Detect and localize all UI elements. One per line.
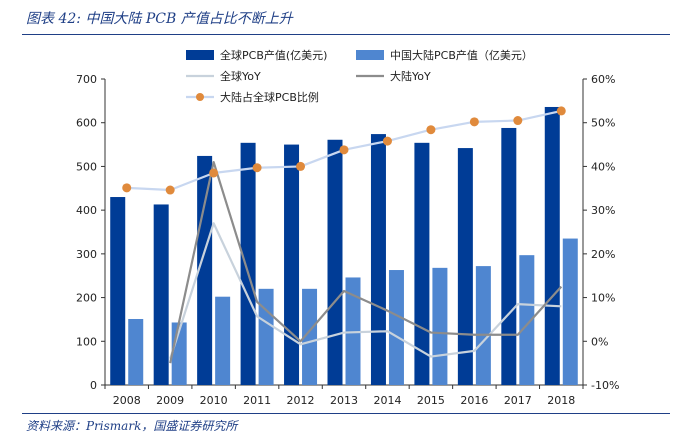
bar-global-2017 — [501, 127, 517, 386]
y-right-tick-label: 0% — [591, 335, 608, 348]
y-right-tick-label: 30% — [591, 204, 615, 217]
y-left-tick-label: 200 — [76, 292, 97, 305]
share-marker-2015 — [426, 125, 436, 135]
share-marker-2012 — [296, 161, 306, 171]
bar-china-2018 — [562, 238, 578, 385]
figure-title: 图表 42: 中国大陆 PCB 产值占比不断上升 — [26, 11, 293, 27]
source-rule — [22, 413, 670, 414]
legend-item-1-label: 中国大陆PCB产值（亿美元） — [390, 48, 533, 62]
y-right-tick-label: -10% — [591, 379, 619, 392]
y-left-tick-label: 700 — [76, 73, 97, 86]
x-tick-label: 2013 — [330, 394, 358, 407]
y-left-tick-label: 100 — [76, 335, 97, 348]
share-marker-2016 — [469, 117, 479, 127]
share-marker-2010 — [209, 168, 219, 178]
bar-global-2013 — [327, 139, 343, 385]
bar-global-2010 — [197, 155, 213, 385]
bar-global-2011 — [240, 142, 256, 385]
title-rule — [22, 34, 670, 35]
share-marker-2008 — [122, 183, 132, 193]
y-left-tick-label: 0 — [90, 379, 97, 392]
bar-global-2015 — [414, 142, 430, 385]
bar-global-2009 — [153, 204, 169, 385]
x-tick-label: 2010 — [200, 394, 228, 407]
bar-global-2012 — [284, 144, 300, 385]
legend-item-4-marker — [196, 93, 204, 101]
x-tick-label: 2014 — [373, 394, 401, 407]
y-left-tick-label: 600 — [76, 117, 97, 130]
markers — [122, 106, 566, 195]
share-marker-2018 — [556, 106, 566, 116]
y-right-tick-label: 50% — [591, 117, 615, 130]
y-left-tick-label: 300 — [76, 248, 97, 261]
bar-china-2008 — [128, 318, 144, 385]
y-left-tick-label: 500 — [76, 160, 97, 173]
x-tick-label: 2015 — [417, 394, 445, 407]
axes: 0 100 200 300 400 500 600 700 -10% 0% 10% 20% 30% 40%… — [76, 73, 619, 407]
bar-china-2017 — [519, 255, 535, 385]
x-tick-label: 2016 — [460, 394, 488, 407]
legend-item-2-label: 全球YoY — [220, 69, 261, 83]
x-tick-label: 2017 — [504, 394, 532, 407]
bar-china-2010 — [215, 296, 231, 385]
legend: 全球PCB产值(亿美元) 中国大陆PCB产值（亿美元） 全球YoY 大陆YoY 大陆占全… — [186, 48, 533, 104]
legend-item-3-label: 大陆YoY — [390, 69, 431, 83]
share-marker-2017 — [513, 116, 523, 126]
bar-global-2016 — [457, 148, 473, 385]
legend-item-4-label: 大陆占全球PCB比例 — [220, 90, 319, 104]
legend-item-0-swatch — [186, 50, 214, 60]
share-marker-2014 — [382, 136, 392, 146]
y-right-tick-label: 20% — [591, 248, 615, 261]
legend-item-1-swatch — [356, 50, 384, 60]
x-tick-label: 2012 — [287, 394, 315, 407]
x-tick-label: 2009 — [156, 394, 184, 407]
bar-global-2014 — [370, 134, 386, 385]
x-tick-label: 2011 — [243, 394, 271, 407]
y-left-tick-label: 400 — [76, 204, 97, 217]
bar-global-2018 — [544, 106, 560, 385]
bar-global-2008 — [110, 197, 126, 385]
y-right-tick-label: 40% — [591, 160, 615, 173]
bar-china-2012 — [302, 288, 318, 385]
share-marker-2009 — [165, 185, 175, 195]
figure-source: 资料来源：Prismark，国盛证券研究所 — [26, 419, 238, 433]
bar-china-2014 — [388, 270, 404, 385]
x-tick-label: 2008 — [113, 394, 141, 407]
line-global-yoy — [169, 222, 562, 360]
bars — [110, 106, 578, 386]
share-marker-2011 — [252, 163, 262, 173]
y-right-tick-label: 60% — [591, 73, 615, 86]
y-right-tick-label: 10% — [591, 292, 615, 305]
legend-item-0-label: 全球PCB产值(亿美元) — [220, 48, 327, 62]
share-marker-2013 — [339, 145, 349, 155]
x-tick-label: 2018 — [547, 394, 575, 407]
bar-china-2011 — [258, 288, 274, 385]
bar-china-2015 — [432, 267, 448, 385]
bar-china-2016 — [475, 266, 491, 385]
line-china-yoy — [169, 160, 563, 364]
